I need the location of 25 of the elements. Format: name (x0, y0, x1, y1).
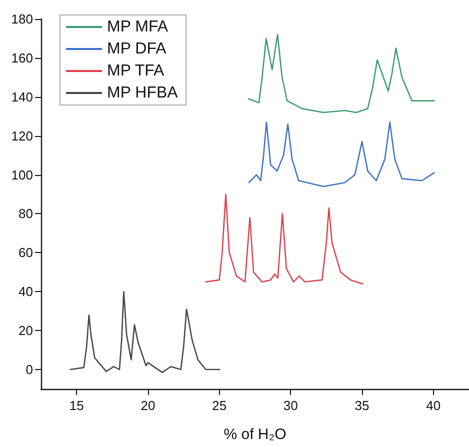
y-tick-label: 100 (11, 167, 33, 182)
line-series (248, 122, 435, 188)
y-tick-label: 60 (18, 245, 33, 260)
y-tick-label: 140 (11, 89, 33, 104)
legend-label: MP TFA (107, 62, 165, 80)
line-series (70, 290, 220, 374)
x-tick-label: 25 (212, 398, 227, 413)
x-axis-title: % of H₂O (224, 426, 286, 443)
y-tick-label: 180 (11, 12, 33, 26)
y-tick-label: 40 (18, 284, 33, 300)
x-tick-label: 30 (283, 398, 298, 413)
y-tick-label: 0 (26, 362, 33, 378)
x-tick-label: 15 (69, 398, 84, 413)
x-tick-label: 35 (354, 398, 370, 413)
x-tick-label: 20 (140, 398, 156, 413)
legend-label: MP MFA (107, 18, 168, 36)
legend-label: MP DFA (107, 40, 167, 58)
line-series (205, 194, 364, 284)
legend-label: MP HFBA (107, 84, 178, 102)
y-tick-label: 20 (18, 323, 33, 338)
line-series (248, 34, 435, 114)
y-tick-label: 120 (11, 128, 33, 144)
y-tick-label: 160 (11, 50, 33, 66)
y-tick-label: 80 (18, 206, 33, 222)
x-tick-label: 40 (426, 398, 441, 413)
